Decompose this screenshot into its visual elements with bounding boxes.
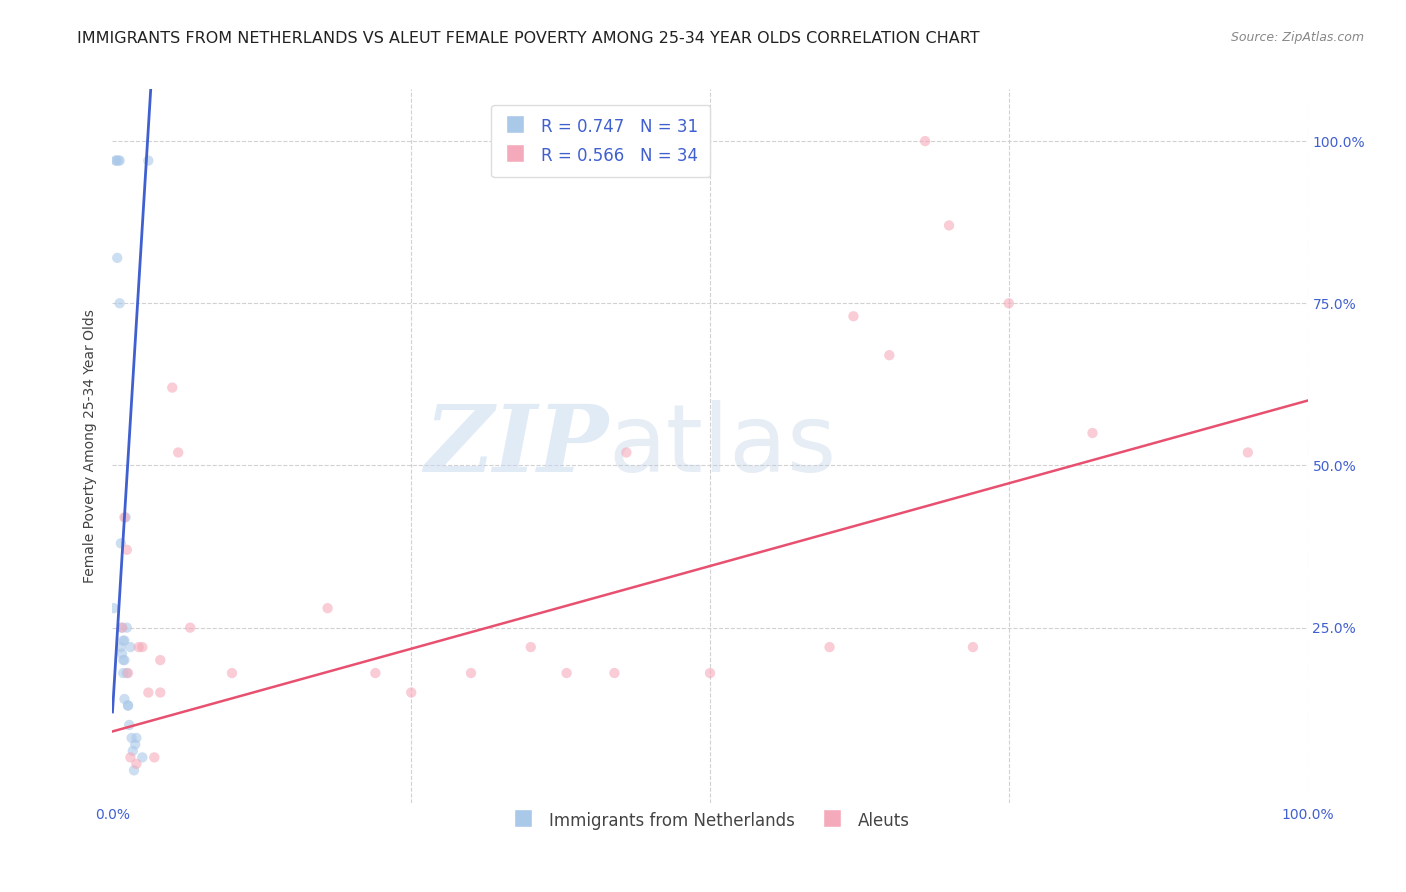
Point: [110, 536, 132, 550]
Point: [138, 685, 160, 699]
Point: [131, 640, 153, 654]
Point: [603, 666, 626, 681]
Point: [818, 640, 841, 654]
Point: [115, 621, 138, 635]
Text: Source: ZipAtlas.com: Source: ZipAtlas.com: [1230, 31, 1364, 45]
Point: [108, 153, 131, 168]
Point: [114, 510, 136, 524]
Legend: Immigrants from Netherlands, Aleuts: Immigrants from Netherlands, Aleuts: [503, 804, 917, 838]
Point: [117, 698, 139, 713]
Point: [103, 601, 125, 615]
Point: [179, 621, 201, 635]
Point: [120, 640, 142, 654]
Point: [149, 685, 172, 699]
Text: ZIP: ZIP: [425, 401, 609, 491]
Point: [1081, 425, 1104, 440]
Point: [110, 640, 132, 654]
Point: [111, 621, 134, 635]
Point: [221, 666, 243, 681]
Point: [555, 666, 578, 681]
Point: [401, 685, 423, 699]
Point: [111, 621, 134, 635]
Point: [125, 756, 148, 771]
Point: [105, 153, 128, 168]
Point: [105, 153, 128, 168]
Point: [111, 647, 134, 661]
Point: [149, 653, 172, 667]
Point: [117, 698, 139, 713]
Point: [1237, 445, 1260, 459]
Point: [115, 542, 138, 557]
Point: [316, 601, 339, 615]
Point: [125, 731, 148, 745]
Point: [121, 744, 143, 758]
Point: [842, 310, 865, 324]
Point: [122, 764, 145, 778]
Point: [121, 731, 143, 745]
Y-axis label: Female Poverty Among 25-34 Year Olds: Female Poverty Among 25-34 Year Olds: [83, 309, 97, 583]
Point: [998, 296, 1021, 310]
Point: [879, 348, 901, 362]
Point: [114, 510, 135, 524]
Point: [131, 750, 153, 764]
Point: [115, 666, 138, 681]
Point: [105, 251, 128, 265]
Point: [112, 633, 135, 648]
Point: [114, 692, 135, 706]
Point: [120, 750, 142, 764]
Point: [112, 666, 135, 681]
Point: [143, 750, 166, 764]
Point: [162, 381, 183, 395]
Point: [107, 153, 129, 168]
Point: [962, 640, 984, 654]
Point: [138, 153, 160, 168]
Point: [520, 640, 543, 654]
Point: [108, 296, 131, 310]
Point: [699, 666, 721, 681]
Point: [914, 134, 936, 148]
Text: atlas: atlas: [609, 400, 837, 492]
Point: [118, 718, 141, 732]
Point: [167, 445, 190, 459]
Point: [114, 633, 135, 648]
Text: IMMIGRANTS FROM NETHERLANDS VS ALEUT FEMALE POVERTY AMONG 25-34 YEAR OLDS CORREL: IMMIGRANTS FROM NETHERLANDS VS ALEUT FEM…: [77, 31, 980, 46]
Point: [114, 653, 135, 667]
Point: [124, 738, 146, 752]
Point: [112, 653, 135, 667]
Point: [128, 640, 150, 654]
Point: [364, 666, 387, 681]
Point: [460, 666, 482, 681]
Point: [117, 666, 139, 681]
Point: [938, 219, 960, 233]
Point: [616, 445, 638, 459]
